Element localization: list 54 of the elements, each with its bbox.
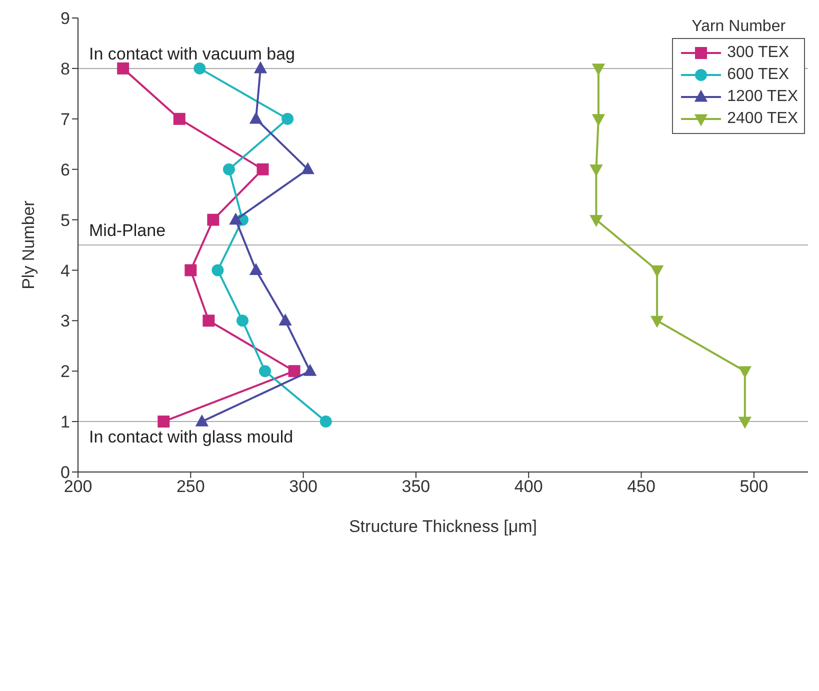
point [173,112,186,125]
y-tick-label: 7 [60,110,70,129]
x-tick-label: 250 [176,477,205,496]
point [738,366,752,378]
legend-label: 2400 TEX [727,110,798,128]
y-tick-label: 9 [60,9,70,28]
point [117,62,130,74]
point [212,264,224,276]
point [301,162,314,174]
x-tick-label: 300 [289,477,318,496]
y-tick-label: 4 [60,261,70,280]
x-tick-label: 450 [627,477,656,496]
point [236,314,248,327]
x-axis-title: Structure Thickness [μm] [348,517,538,536]
point [590,164,603,177]
point [259,365,272,378]
point [249,112,263,124]
x-tick-label: 400 [514,477,543,496]
point [320,416,332,428]
x-tick-label: 500 [740,477,768,496]
point [229,212,242,225]
ref-line-label: Mid-Plane [89,221,166,240]
legend-label: 300 TEX [727,44,790,62]
point [592,114,606,126]
y-tick-label: 3 [60,312,70,331]
point [592,64,606,76]
point [194,62,206,74]
point [650,265,664,278]
point [288,365,300,378]
point [207,214,220,226]
point [650,316,664,328]
point [202,314,215,327]
x-tick-label: 200 [64,477,92,496]
point [222,163,235,176]
point [256,163,269,176]
point [158,416,170,428]
point [184,264,197,276]
y-tick-label: 2 [60,362,70,382]
point [254,61,268,74]
y-tick-label: 1 [60,412,70,432]
point [590,214,603,227]
legend-title: Yarn Number [690,18,787,36]
legend-label: 1200 TEX [727,88,798,106]
y-tick-label: 5 [60,210,70,230]
y-tick-label: 6 [60,160,70,180]
point [249,263,263,276]
legend-label: 600 TEX [727,66,790,84]
ref-line-label: In contact with glass mould [89,428,294,447]
ref-line-label: In contact with vacuum bag [89,44,296,64]
y-axis-title: Ply Number [19,200,38,290]
point [738,416,752,429]
x-tick-label: 350 [402,477,430,496]
point [282,112,294,125]
y-tick-label: 8 [60,59,70,78]
